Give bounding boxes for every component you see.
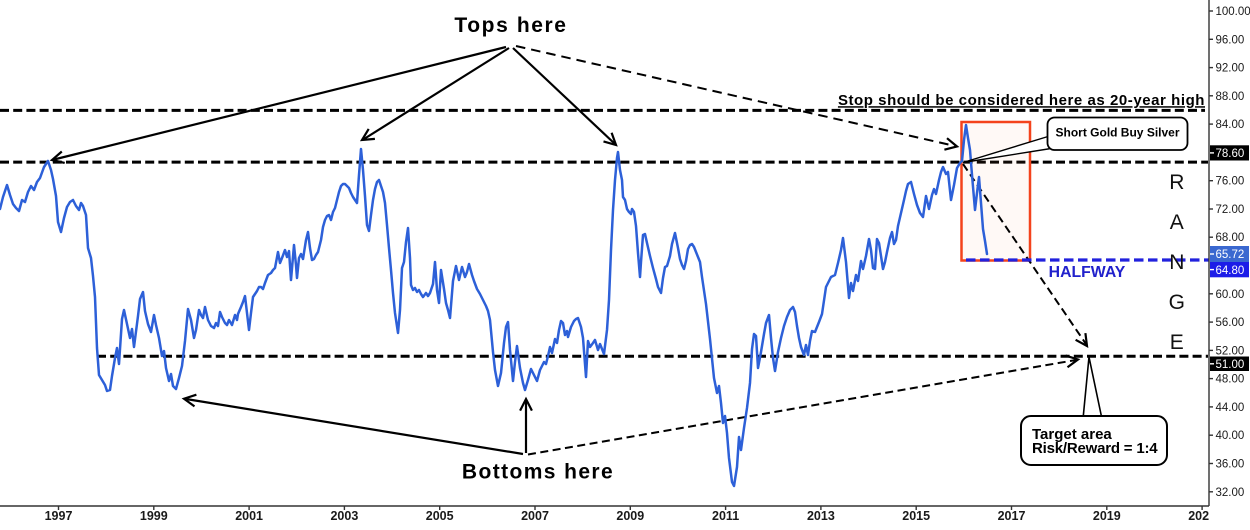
svg-text:88.00: 88.00 [1216, 91, 1245, 103]
svg-text:100.00: 100.00 [1216, 6, 1250, 18]
svg-text:1999: 1999 [140, 509, 168, 523]
svg-text:32.00: 32.00 [1216, 487, 1245, 499]
svg-text:2009: 2009 [616, 509, 644, 523]
svg-text:64.80: 64.80 [1216, 265, 1245, 277]
svg-text:56.00: 56.00 [1216, 317, 1245, 329]
svg-text:2019: 2019 [1093, 509, 1121, 523]
svg-text:68.00: 68.00 [1216, 232, 1245, 244]
svg-text:Bottoms here: Bottoms here [462, 461, 614, 484]
svg-text:65.72: 65.72 [1216, 249, 1245, 261]
svg-text:78.60: 78.60 [1216, 148, 1245, 160]
svg-text:E: E [1170, 331, 1184, 354]
svg-text:Stop should be considered here: Stop should be considered here as 20-yea… [838, 92, 1205, 109]
svg-text:2015: 2015 [902, 509, 930, 523]
svg-text:2003: 2003 [330, 509, 358, 523]
svg-text:76.00: 76.00 [1216, 176, 1245, 188]
svg-text:51.00: 51.00 [1216, 359, 1245, 371]
svg-text:84.00: 84.00 [1216, 119, 1245, 131]
svg-text:2017: 2017 [998, 509, 1026, 523]
svg-text:2001: 2001 [235, 509, 263, 523]
svg-text:72.00: 72.00 [1216, 204, 1245, 216]
svg-text:96.00: 96.00 [1216, 34, 1245, 46]
svg-text:Tops here: Tops here [454, 14, 567, 37]
svg-text:A: A [1170, 211, 1184, 234]
svg-text:40.00: 40.00 [1216, 430, 1245, 442]
svg-text:44.00: 44.00 [1216, 402, 1245, 414]
svg-text:36.00: 36.00 [1216, 459, 1245, 471]
svg-text:N: N [1169, 251, 1184, 274]
svg-text:HALFWAY: HALFWAY [1049, 264, 1126, 281]
svg-text:1997: 1997 [45, 509, 73, 523]
svg-text:G: G [1169, 291, 1185, 314]
svg-text:Short Gold Buy Silver: Short Gold Buy Silver [1055, 125, 1179, 139]
svg-text:2007: 2007 [521, 509, 549, 523]
svg-text:2005: 2005 [426, 509, 454, 523]
svg-text:60.00: 60.00 [1216, 289, 1245, 301]
svg-text:R: R [1169, 171, 1184, 194]
svg-text:92.00: 92.00 [1216, 63, 1245, 75]
svg-text:2011: 2011 [712, 509, 739, 523]
svg-text:52.00: 52.00 [1216, 345, 1245, 357]
svg-text:48.00: 48.00 [1216, 374, 1245, 386]
svg-text:2013: 2013 [807, 509, 835, 523]
svg-text:Risk/Reward = 1:4: Risk/Reward = 1:4 [1032, 440, 1158, 457]
